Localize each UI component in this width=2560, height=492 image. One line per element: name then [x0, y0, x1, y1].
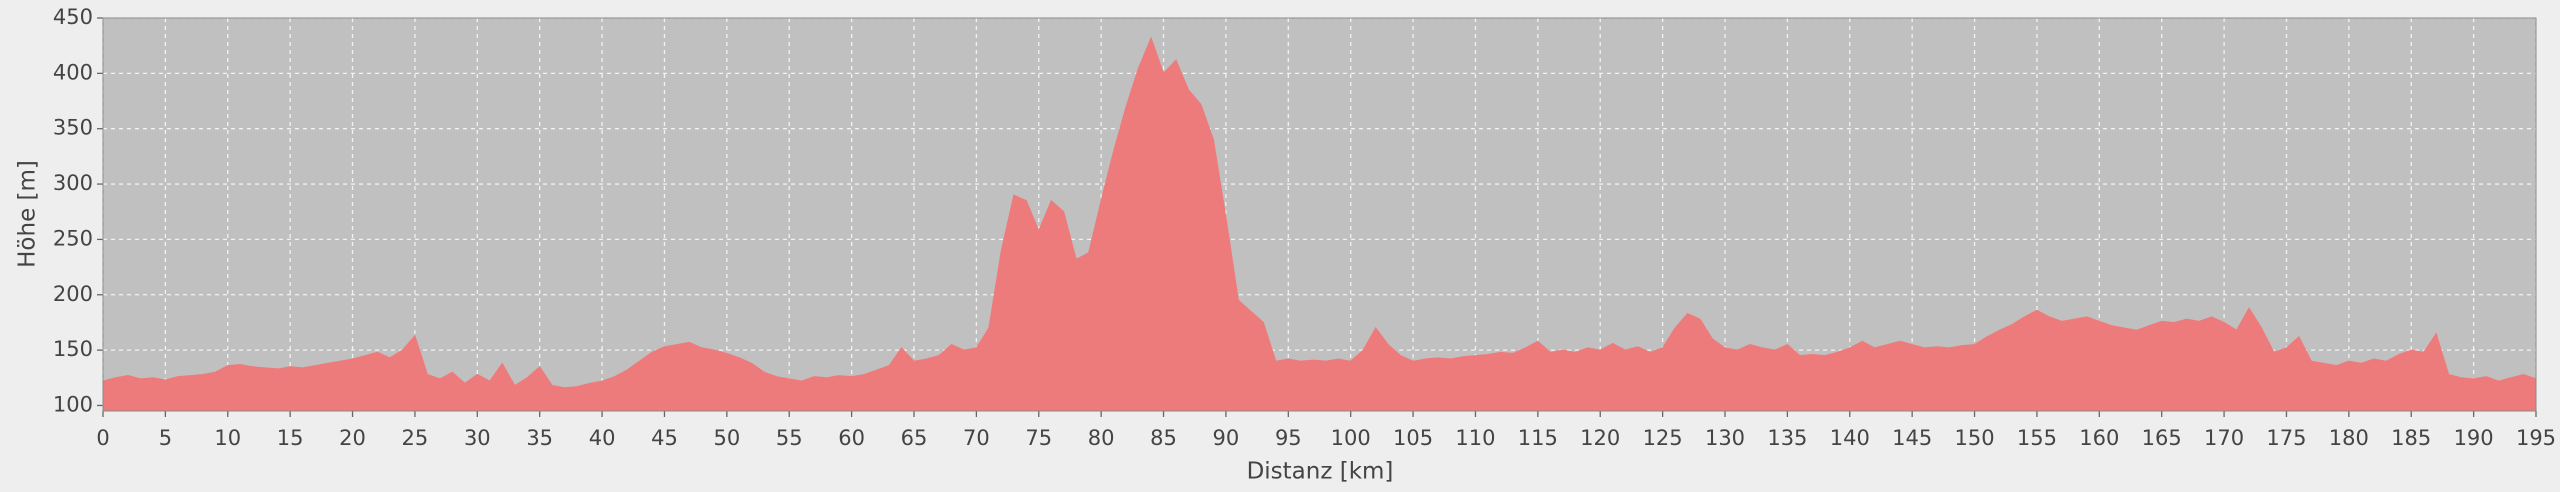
x-tick-label: 75 [1025, 426, 1052, 450]
y-tick-label: 200 [53, 282, 93, 306]
x-tick-label: 10 [214, 426, 241, 450]
x-tick-label: 170 [2204, 426, 2244, 450]
x-tick-label: 195 [2516, 426, 2556, 450]
x-tick-label: 80 [1088, 426, 1115, 450]
x-tick-label: 0 [96, 426, 109, 450]
x-tick-label: 130 [1705, 426, 1745, 450]
elevation-area [102, 36, 2537, 412]
x-tick-label: 40 [589, 426, 616, 450]
x-tick-label: 35 [526, 426, 553, 450]
y-tick-label: 400 [53, 60, 93, 84]
y-axis-label: Höhe [m] [15, 160, 41, 268]
x-tick-label: 45 [651, 426, 678, 450]
x-tick-label: 85 [1150, 426, 1177, 450]
x-tick-label: 105 [1393, 426, 1433, 450]
x-tick-label: 60 [838, 426, 865, 450]
x-tick-label: 30 [464, 426, 491, 450]
x-tick-label: 90 [1213, 426, 1240, 450]
x-tick-label: 95 [1275, 426, 1302, 450]
x-tick-label: 175 [2266, 426, 2306, 450]
y-tick-label: 450 [53, 5, 93, 29]
x-tick-label: 190 [2454, 426, 2494, 450]
x-tick-label: 120 [1580, 426, 1620, 450]
y-tick-label: 150 [53, 337, 93, 361]
x-tick-label: 115 [1518, 426, 1558, 450]
x-tick-label: 70 [963, 426, 990, 450]
x-tick-label: 140 [1830, 426, 1870, 450]
x-tick-label: 185 [2391, 426, 2431, 450]
x-tick-label: 165 [2142, 426, 2182, 450]
y-tick-label: 250 [53, 226, 93, 250]
x-tick-label: 125 [1643, 426, 1683, 450]
x-tick-label: 100 [1331, 426, 1371, 450]
x-tick-label: 135 [1767, 426, 1807, 450]
x-tick-label: 25 [402, 426, 429, 450]
x-axis-label: Distanz [km] [1247, 459, 1394, 485]
y-tick-label: 300 [53, 171, 93, 195]
x-tick-label: 110 [1455, 426, 1495, 450]
x-tick-label: 145 [1892, 426, 1932, 450]
x-tick-label: 15 [277, 426, 304, 450]
x-tick-label: 20 [339, 426, 366, 450]
y-tick-label: 350 [53, 116, 93, 140]
x-tick-label: 65 [901, 426, 928, 450]
x-tick-label: 150 [1954, 426, 1994, 450]
x-tick-label: 5 [159, 426, 172, 450]
x-tick-label: 155 [2017, 426, 2057, 450]
plot-border [102, 17, 2537, 412]
x-tick-label: 55 [776, 426, 803, 450]
x-tick-label: 50 [713, 426, 740, 450]
x-tick-label: 160 [2079, 426, 2119, 450]
y-tick-label: 100 [53, 392, 93, 416]
x-tick-label: 180 [2329, 426, 2369, 450]
